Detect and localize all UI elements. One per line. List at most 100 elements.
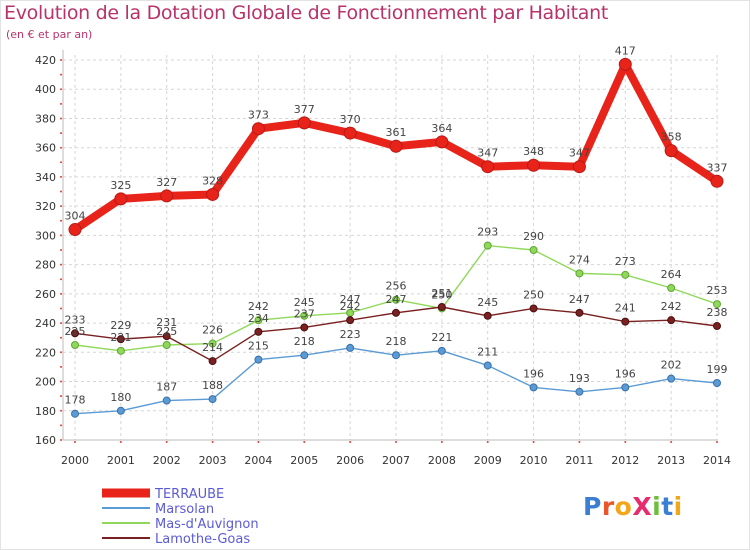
data-label: 247	[569, 293, 590, 306]
data-label: 370	[340, 113, 361, 126]
data-label: 347	[477, 147, 498, 160]
y-axis-minor-dot	[60, 249, 62, 251]
data-point	[206, 187, 220, 201]
data-label: 214	[202, 341, 223, 354]
data-point	[529, 246, 538, 254]
data-label: 328	[202, 174, 223, 187]
data-point	[254, 316, 263, 325]
x-tick-label: 2009	[474, 454, 502, 467]
y-axis-minor-dot	[60, 278, 62, 281]
data-label: 377	[294, 103, 315, 116]
data-label: 264	[661, 268, 682, 281]
y-axis-minor-dot	[60, 190, 62, 193]
data-point	[621, 317, 630, 326]
y-tick-label: 280	[35, 259, 56, 272]
y-tick-label: 320	[35, 200, 56, 213]
y-axis-minor-dot	[60, 424, 62, 427]
data-label: 241	[615, 302, 636, 315]
data-label: 293	[477, 226, 498, 239]
x-axis-minor-dot	[578, 441, 581, 443]
data-label: 225	[156, 325, 177, 338]
data-label: 229	[110, 319, 131, 332]
y-tick-label: 260	[35, 288, 56, 301]
series-terraube	[68, 57, 724, 237]
data-point	[667, 374, 676, 383]
x-axis-minor-dot	[211, 441, 214, 443]
chart-title: Evolution de la Dotation Globale de Fonc…	[4, 2, 609, 24]
data-label: 348	[523, 145, 544, 158]
data-point	[71, 329, 79, 338]
data-label: 234	[248, 312, 269, 325]
x-tick-label: 2005	[290, 454, 318, 467]
x-axis-minor-dot	[440, 441, 443, 443]
logo-letter: i	[652, 492, 662, 521]
data-point	[392, 295, 400, 304]
data-point	[300, 351, 309, 360]
y-tick-label: 360	[35, 142, 56, 155]
data-point	[71, 409, 79, 418]
data-label: 245	[294, 296, 315, 309]
data-label: 358	[661, 131, 682, 144]
y-axis-minor-dot	[60, 59, 62, 61]
data-label: 273	[615, 255, 636, 268]
data-label: 187	[156, 381, 177, 394]
data-point	[346, 316, 355, 325]
data-point	[481, 160, 495, 174]
data-label: 417	[615, 44, 636, 57]
data-point	[162, 341, 171, 349]
data-point	[437, 346, 446, 355]
x-tick-label: 2003	[199, 454, 227, 467]
data-label: 178	[65, 394, 86, 407]
data-point	[68, 223, 82, 237]
data-point	[208, 339, 217, 348]
data-point	[618, 57, 632, 71]
data-point	[116, 406, 125, 415]
data-point	[297, 116, 311, 130]
x-tick-label: 2013	[657, 454, 685, 467]
x-axis-minor-dot	[486, 441, 489, 443]
y-axis-minor-dot	[60, 219, 62, 222]
data-label: 245	[477, 296, 498, 309]
data-point	[483, 311, 492, 320]
y-tick-label: 400	[35, 83, 56, 96]
y-axis-minor-dot	[60, 336, 62, 339]
data-point	[483, 361, 492, 370]
data-point	[116, 346, 125, 355]
data-point	[162, 396, 171, 405]
y-tick-label: 180	[35, 405, 56, 418]
data-label: 251	[431, 287, 452, 300]
x-axis-minor-dot	[532, 441, 535, 443]
data-point	[483, 241, 492, 250]
y-axis-minor-dot	[60, 263, 62, 266]
data-point	[710, 174, 724, 188]
data-label: 242	[661, 300, 682, 313]
proxiti-logo: ProXiti	[583, 492, 683, 521]
data-point	[435, 135, 449, 149]
data-point	[437, 303, 446, 311]
data-label: 196	[523, 367, 544, 380]
y-tick-label: 340	[35, 171, 56, 184]
logo-letter: X	[632, 492, 653, 521]
data-point	[664, 144, 678, 158]
x-tick-label: 2010	[520, 454, 548, 467]
data-point	[160, 189, 174, 203]
data-label: 347	[569, 147, 590, 160]
logo-letter: t	[661, 492, 674, 521]
x-axis-minor-dot	[74, 441, 76, 443]
legend-label: Mas-d'Auvignon	[155, 517, 259, 532]
data-label: 247	[386, 293, 407, 306]
data-label: 218	[386, 335, 407, 348]
data-point	[575, 308, 584, 317]
logo-letter: P	[583, 492, 602, 521]
logo-letter: o	[614, 492, 633, 521]
data-point	[389, 139, 403, 153]
data-point	[114, 192, 128, 206]
y-axis-minor-dot	[60, 146, 62, 149]
y-axis-minor-dot	[60, 161, 62, 164]
y-axis-minor-dot	[60, 292, 62, 295]
x-tick-label: 2014	[703, 454, 731, 467]
y-axis-minor-dot	[60, 117, 62, 120]
x-axis-minor-dot	[395, 441, 397, 443]
data-point	[208, 357, 217, 366]
y-axis-minor-dot	[60, 351, 62, 354]
